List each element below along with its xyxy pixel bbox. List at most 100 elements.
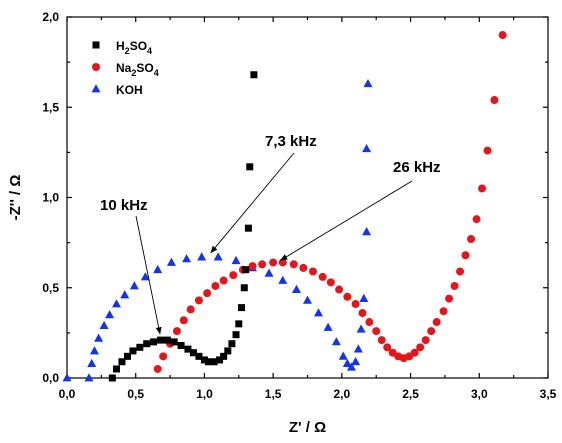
data-point-circle	[335, 285, 344, 294]
data-point-triangle	[89, 346, 99, 355]
annotation-layer: 10 kHz 7,3 kHz 26 kHz	[100, 133, 441, 335]
data-point-circle	[450, 281, 459, 290]
data-point-triangle	[356, 324, 366, 333]
annotation-arrow-head	[210, 245, 218, 254]
data-point-triangle	[362, 143, 372, 153]
data-point-circle	[358, 309, 367, 318]
data-point-square	[108, 374, 116, 382]
data-point-triangle	[313, 308, 323, 317]
legend-subscript: 4	[147, 46, 152, 56]
data-point-square	[184, 345, 192, 353]
data-point-circle	[467, 235, 476, 244]
x-tick-label: 3,0	[471, 387, 488, 401]
data-point-square	[216, 356, 224, 364]
data-point-circle	[365, 318, 374, 327]
x-tick-label: 2,0	[334, 387, 351, 401]
data-point-circle	[498, 31, 507, 40]
data-point-square	[136, 343, 144, 351]
y-tick-label: 1,5	[42, 100, 59, 114]
data-point-circle	[203, 289, 212, 298]
data-point-triangle	[363, 78, 373, 88]
legend-label: Na2SO4	[116, 61, 159, 78]
data-point-triangle	[359, 293, 369, 302]
y-tick-label: 2,0	[42, 10, 59, 24]
data-point-triangle	[94, 333, 104, 342]
data-point-triangle	[105, 310, 115, 319]
data-point-circle	[153, 364, 162, 373]
data-point-square	[118, 358, 126, 366]
data-point-circle	[490, 96, 499, 105]
y-tick-label: 0,5	[42, 281, 59, 295]
data-point-triangle	[323, 322, 333, 331]
x-tick-label: 0,5	[127, 387, 144, 401]
legend-text-part: Na	[116, 61, 132, 75]
legend-marker-circle	[92, 63, 100, 71]
data-point-circle	[445, 294, 454, 303]
data-point-circle	[179, 316, 188, 325]
data-point-circle	[248, 262, 257, 271]
data-point-square	[220, 352, 228, 360]
x-tick-label: 1,0	[196, 387, 213, 401]
data-point-circle	[172, 327, 181, 336]
data-point-triangle	[197, 252, 207, 261]
annotation-arrow-line	[280, 180, 413, 261]
annotation-label: 26 kHz	[393, 159, 441, 176]
data-point-circle	[461, 251, 470, 260]
data-point-square	[170, 338, 178, 346]
plot-axes: 0,0 0,5 1,0 1,5 2,0 2,5 3,0 3,5 0,0 0,5 1,0 1,5 2,0 Z…	[7, 10, 557, 436]
data-point-square	[205, 358, 213, 366]
data-point-square	[123, 352, 131, 360]
data-point-circle	[219, 276, 228, 285]
legend-text-part: KOH	[116, 83, 143, 97]
data-point-square	[129, 347, 137, 355]
data-point-triangle	[166, 257, 176, 266]
data-point-triangle	[87, 358, 97, 367]
data-point-triangle	[120, 290, 130, 299]
data-point-circle	[211, 281, 220, 290]
data-point-square	[189, 349, 197, 357]
x-tick-label: 2,5	[402, 387, 419, 401]
x-axis-label: Z' / Ω	[289, 419, 326, 436]
data-point-circle	[372, 327, 381, 336]
data-point-triangle	[342, 358, 352, 367]
data-point-triangle	[346, 362, 356, 371]
data-point-triangle	[111, 299, 121, 308]
data-point-square	[177, 342, 185, 350]
data-point-square	[210, 358, 218, 366]
x-tick-label: 1,5	[265, 387, 282, 401]
series-koh-triangle	[62, 78, 373, 382]
data-point-triangle	[303, 295, 312, 304]
data-point-triangle	[182, 254, 192, 263]
data-point-circle	[159, 352, 168, 361]
legend-marker-square	[92, 41, 100, 49]
legend-subscript: 2	[125, 46, 130, 56]
data-point-square	[112, 365, 120, 373]
annotation-arrow-head	[155, 326, 162, 335]
data-point-circle	[377, 336, 386, 345]
legend-subscript: 4	[154, 68, 159, 78]
data-point-square	[238, 304, 246, 312]
data-point-triangle	[353, 344, 363, 353]
data-point-square	[163, 336, 171, 344]
legend-text-part: H	[116, 39, 125, 53]
data-point-triangle	[213, 252, 223, 261]
annotation-arrow-head	[280, 254, 288, 261]
data-point-square	[235, 320, 243, 328]
series-h-square	[108, 71, 258, 382]
data-point-circle	[421, 336, 430, 345]
data-point-circle	[318, 272, 327, 281]
data-point-triangle	[140, 272, 150, 281]
data-point-triangle	[338, 351, 348, 360]
data-point-circle	[456, 267, 465, 276]
data-point-square	[143, 340, 151, 348]
data-point-square	[246, 163, 254, 171]
data-point-square	[228, 340, 236, 348]
data-point-triangle	[362, 226, 372, 236]
data-point-circle	[326, 278, 335, 287]
data-point-triangle	[351, 356, 361, 366]
data-point-circle	[229, 271, 238, 280]
y-tick-label: 1,0	[42, 191, 59, 205]
